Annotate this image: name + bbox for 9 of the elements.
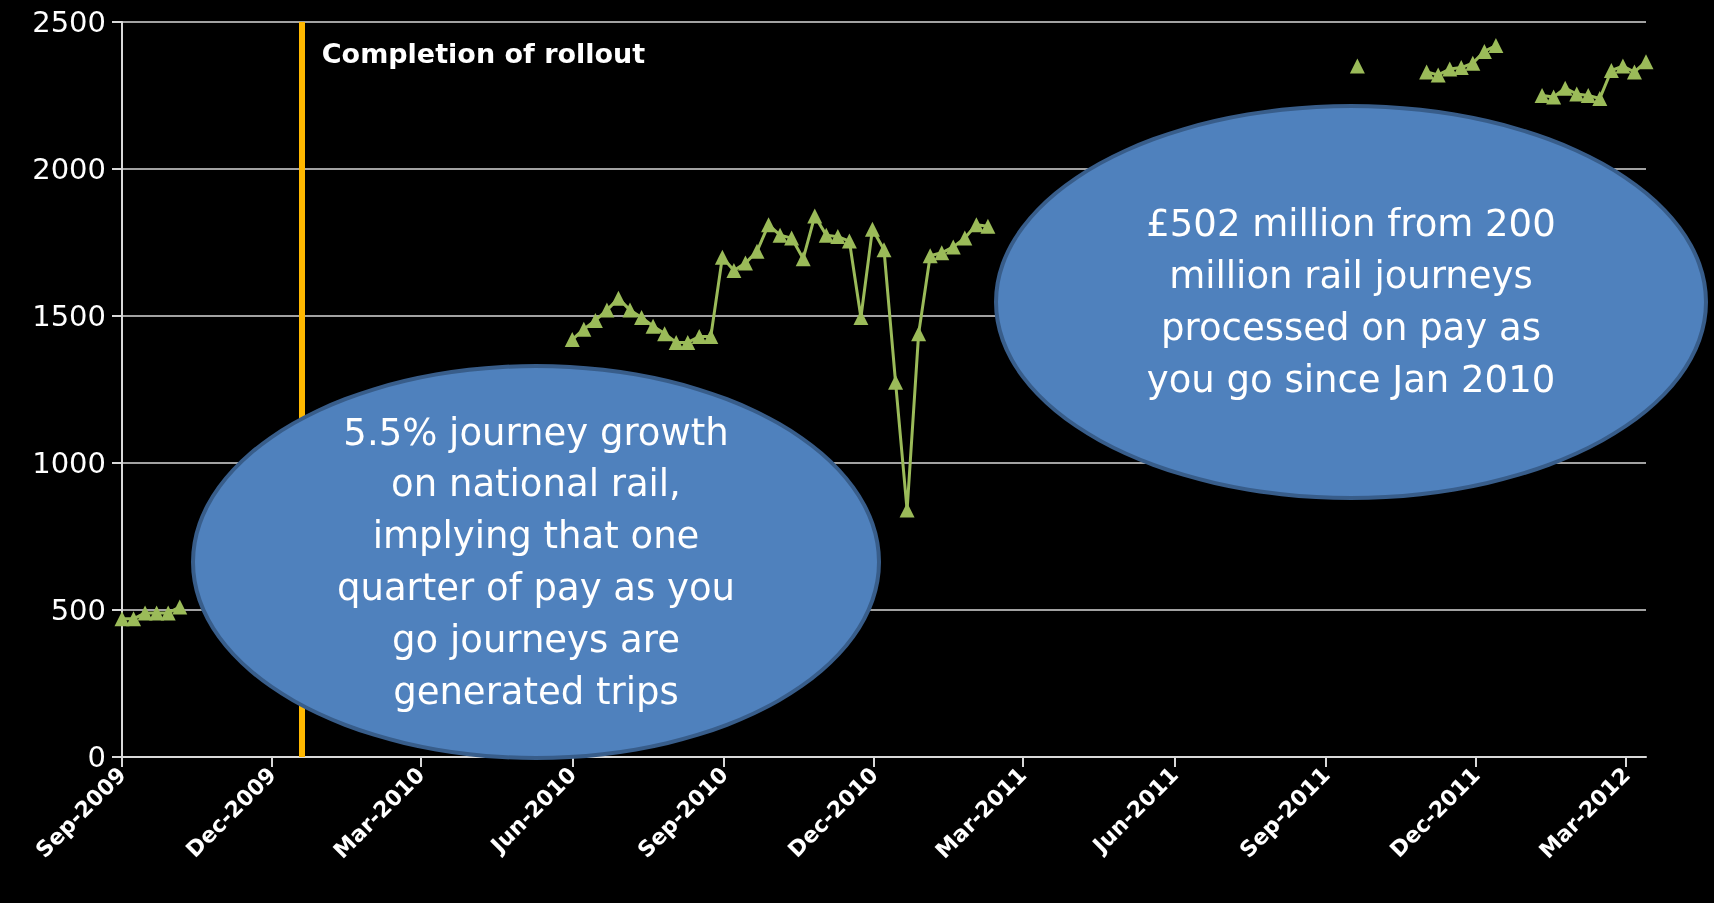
y-tick-label: 1500 [32, 299, 106, 333]
y-tick-label: 0 [87, 740, 106, 774]
annotation: 5.5% journey growth on national rail, implying that one quarter of pay as you go journeys are generated trips [336, 409, 736, 715]
y-tick-label: 500 [50, 593, 106, 627]
annotation: £502 million from 200 million rail journeys processed on pay as you go since Jan 2010 [1145, 201, 1557, 403]
ref-line-label: Completion of rollout [321, 38, 646, 69]
y-tick-label: 2500 [32, 5, 106, 39]
y-tick-label: 1000 [32, 446, 106, 480]
y-tick-label: 2000 [32, 152, 106, 186]
